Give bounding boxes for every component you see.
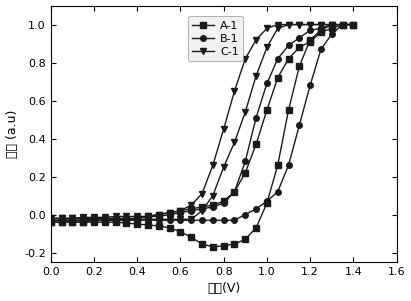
B-1 bbox=[210, 219, 215, 222]
C-1 bbox=[167, 218, 172, 221]
C-1 bbox=[81, 216, 85, 220]
Line: A-1: A-1 bbox=[48, 22, 356, 250]
Line: B-1: B-1 bbox=[48, 22, 356, 223]
X-axis label: 电压(V): 电压(V) bbox=[207, 282, 240, 296]
C-1 bbox=[178, 218, 183, 221]
C-1 bbox=[92, 216, 97, 220]
C-1 bbox=[297, 23, 302, 26]
A-1 bbox=[70, 220, 75, 224]
A-1 bbox=[297, 64, 302, 68]
B-1 bbox=[340, 23, 345, 26]
A-1 bbox=[232, 242, 237, 246]
C-1 bbox=[319, 23, 323, 26]
B-1 bbox=[113, 219, 118, 222]
C-1 bbox=[156, 218, 161, 221]
A-1 bbox=[308, 38, 313, 42]
C-1 bbox=[275, 26, 280, 30]
C-1 bbox=[210, 194, 215, 197]
B-1 bbox=[200, 219, 205, 222]
B-1 bbox=[59, 219, 64, 222]
B-1 bbox=[319, 48, 323, 51]
C-1 bbox=[329, 23, 334, 26]
B-1 bbox=[92, 219, 97, 222]
B-1 bbox=[286, 163, 291, 167]
C-1 bbox=[113, 218, 118, 221]
Legend: A-1, B-1, C-1: A-1, B-1, C-1 bbox=[188, 16, 243, 61]
A-1 bbox=[178, 230, 183, 234]
A-1 bbox=[329, 23, 334, 26]
B-1 bbox=[135, 219, 140, 222]
A-1 bbox=[210, 245, 215, 249]
A-1 bbox=[351, 23, 356, 26]
C-1 bbox=[102, 218, 107, 221]
B-1 bbox=[167, 219, 172, 222]
C-1 bbox=[145, 218, 150, 221]
B-1 bbox=[232, 219, 237, 222]
B-1 bbox=[70, 219, 75, 222]
C-1 bbox=[189, 218, 194, 221]
B-1 bbox=[275, 190, 280, 194]
B-1 bbox=[351, 23, 356, 26]
B-1 bbox=[297, 123, 302, 127]
B-1 bbox=[124, 219, 129, 222]
C-1 bbox=[308, 23, 313, 26]
A-1 bbox=[189, 235, 194, 239]
A-1 bbox=[286, 108, 291, 112]
B-1 bbox=[102, 219, 107, 222]
C-1 bbox=[70, 216, 75, 220]
C-1 bbox=[135, 218, 140, 221]
B-1 bbox=[156, 219, 161, 222]
A-1 bbox=[264, 201, 269, 205]
C-1 bbox=[221, 165, 226, 169]
B-1 bbox=[189, 219, 194, 222]
B-1 bbox=[243, 213, 248, 216]
B-1 bbox=[254, 207, 259, 211]
A-1 bbox=[340, 23, 345, 26]
A-1 bbox=[145, 223, 150, 227]
C-1 bbox=[243, 110, 248, 114]
B-1 bbox=[178, 219, 183, 222]
B-1 bbox=[81, 219, 85, 222]
A-1 bbox=[92, 220, 97, 224]
A-1 bbox=[243, 237, 248, 241]
B-1 bbox=[308, 84, 313, 87]
C-1 bbox=[48, 216, 53, 220]
A-1 bbox=[102, 220, 107, 224]
C-1 bbox=[264, 45, 269, 49]
A-1 bbox=[200, 242, 205, 246]
A-1 bbox=[254, 226, 259, 230]
C-1 bbox=[254, 74, 259, 78]
B-1 bbox=[329, 32, 334, 36]
A-1 bbox=[81, 220, 85, 224]
B-1 bbox=[221, 219, 226, 222]
A-1 bbox=[59, 220, 64, 224]
A-1 bbox=[221, 244, 226, 248]
A-1 bbox=[156, 224, 161, 228]
A-1 bbox=[319, 29, 323, 32]
A-1 bbox=[124, 221, 129, 225]
A-1 bbox=[135, 222, 140, 226]
C-1 bbox=[232, 141, 237, 144]
B-1 bbox=[145, 219, 150, 222]
C-1 bbox=[200, 209, 205, 213]
A-1 bbox=[167, 226, 172, 230]
C-1 bbox=[124, 218, 129, 221]
C-1 bbox=[286, 23, 291, 26]
A-1 bbox=[275, 163, 280, 167]
A-1 bbox=[48, 220, 53, 224]
Line: C-1: C-1 bbox=[48, 22, 335, 222]
C-1 bbox=[59, 216, 64, 220]
B-1 bbox=[48, 219, 53, 222]
B-1 bbox=[264, 200, 269, 203]
A-1 bbox=[113, 220, 118, 224]
Y-axis label: 电流 (a.u): 电流 (a.u) bbox=[6, 110, 18, 158]
